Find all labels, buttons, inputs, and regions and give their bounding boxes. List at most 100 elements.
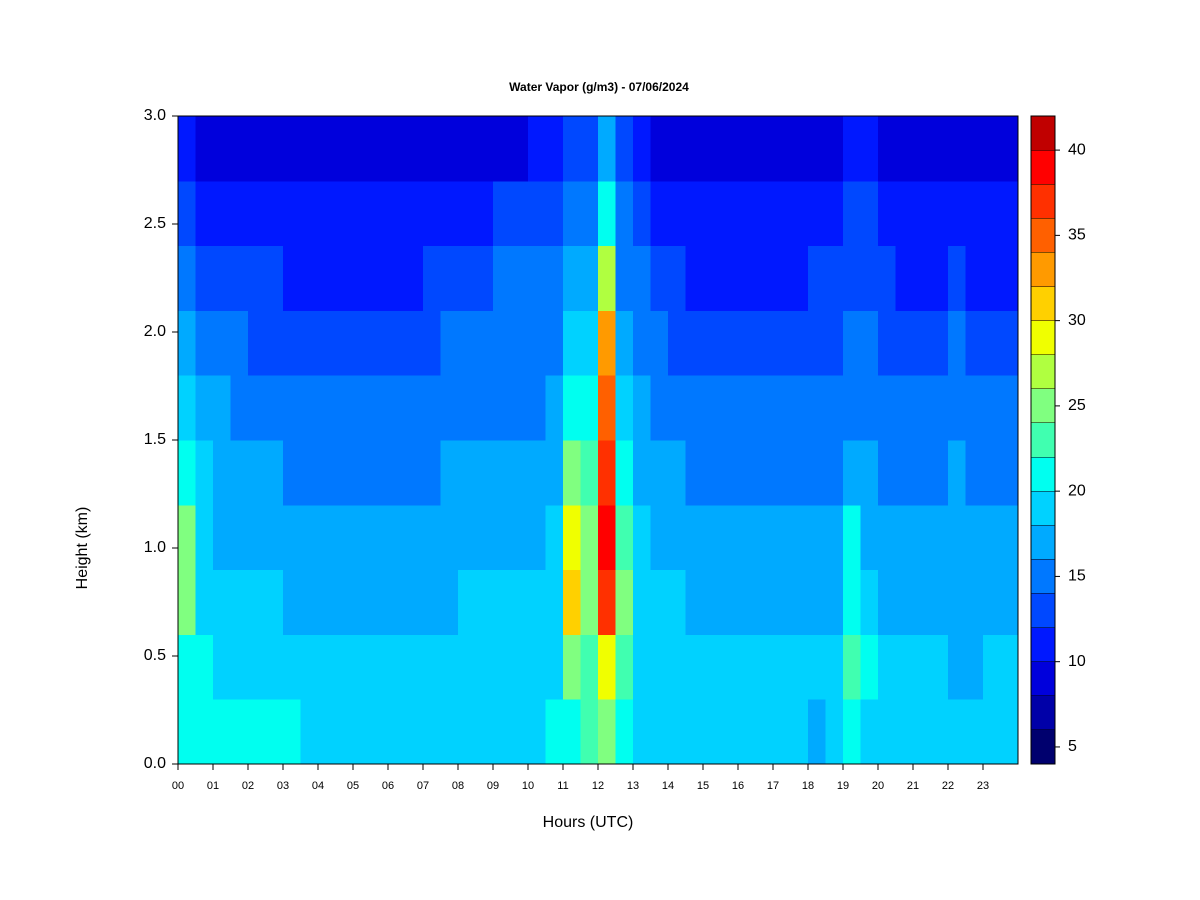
heatmap-cell bbox=[283, 634, 301, 700]
heatmap-cell bbox=[353, 375, 371, 441]
heatmap-cell bbox=[423, 699, 441, 765]
heatmap-cell bbox=[773, 375, 791, 441]
heatmap-cell bbox=[300, 310, 319, 376]
heatmap-cell bbox=[860, 504, 879, 571]
heatmap-cell bbox=[370, 440, 389, 506]
heatmap-cell bbox=[248, 245, 266, 311]
colorbar-band bbox=[1030, 252, 1056, 287]
heatmap-cell bbox=[440, 440, 459, 506]
heatmap-cell bbox=[965, 634, 984, 700]
y-tick-label: 0.5 bbox=[144, 647, 166, 664]
x-tick-label: 18 bbox=[802, 780, 814, 792]
heatmap-cell bbox=[545, 375, 564, 441]
x-tick-label: 12 bbox=[592, 780, 604, 792]
heatmap-cell bbox=[195, 245, 214, 311]
heatmap-cell bbox=[195, 440, 214, 506]
heatmap-cell bbox=[580, 180, 599, 247]
heatmap-cell bbox=[1000, 180, 1019, 247]
heatmap-cell bbox=[213, 569, 231, 635]
heatmap-cell bbox=[423, 116, 441, 182]
heatmap-cell bbox=[738, 180, 756, 247]
colorbar-band bbox=[1030, 695, 1056, 731]
heatmap-cell bbox=[370, 310, 389, 376]
heatmap-cell bbox=[860, 375, 879, 441]
heatmap-cell bbox=[895, 375, 914, 441]
heatmap-cell bbox=[755, 310, 774, 376]
x-tick-label: 22 bbox=[942, 780, 954, 792]
heatmap-cell bbox=[1000, 699, 1019, 765]
colorbar-band bbox=[1030, 525, 1056, 560]
heatmap-cell bbox=[738, 116, 756, 182]
colorbar-band bbox=[1030, 149, 1056, 185]
heatmap-cell bbox=[755, 245, 774, 311]
heatmap-cell bbox=[948, 440, 966, 506]
heatmap-cell bbox=[703, 699, 721, 765]
heatmap-cell bbox=[335, 504, 354, 571]
heatmap-cell bbox=[493, 245, 511, 311]
heatmap-cell bbox=[808, 440, 826, 506]
heatmap-cell bbox=[248, 504, 266, 571]
x-tick-label: 23 bbox=[977, 780, 989, 792]
x-tick-label: 00 bbox=[172, 780, 184, 792]
heatmap-cell bbox=[563, 569, 581, 635]
heatmap-cell bbox=[528, 634, 546, 700]
heatmap-cell bbox=[580, 245, 599, 311]
heatmap-cell bbox=[843, 504, 861, 571]
colorbar-band bbox=[1030, 115, 1056, 151]
heatmap-cell bbox=[685, 375, 704, 441]
heatmap-cell bbox=[423, 375, 441, 441]
heatmap-cell bbox=[598, 375, 616, 441]
heatmap-cell bbox=[475, 504, 494, 571]
heatmap-cell bbox=[475, 245, 494, 311]
heatmap-cell bbox=[948, 180, 966, 247]
heatmap-cell bbox=[493, 310, 511, 376]
heatmap-cell bbox=[790, 310, 809, 376]
heatmap-cell bbox=[230, 310, 249, 376]
heatmap-cell bbox=[440, 310, 459, 376]
heatmap-cell bbox=[965, 310, 984, 376]
heatmap-cell bbox=[668, 634, 686, 700]
heatmap-cell bbox=[440, 504, 459, 571]
heatmap-cell bbox=[475, 310, 494, 376]
heatmap-cell bbox=[598, 634, 616, 700]
heatmap-cell bbox=[720, 569, 739, 635]
heatmap-cell bbox=[598, 569, 616, 635]
heatmap-cell bbox=[423, 634, 441, 700]
heatmap-cell bbox=[703, 180, 721, 247]
heatmap-cell bbox=[528, 504, 546, 571]
heatmap-cell bbox=[510, 569, 529, 635]
heatmap-cell bbox=[825, 310, 844, 376]
x-tick-label: 13 bbox=[627, 780, 639, 792]
heatmap-cell bbox=[650, 699, 669, 765]
heatmap-cell bbox=[545, 699, 564, 765]
heatmap-cell bbox=[930, 440, 949, 506]
heatmap-cell bbox=[825, 245, 844, 311]
heatmap-cell bbox=[283, 699, 301, 765]
colorbar-tick-label: 35 bbox=[1068, 227, 1086, 244]
heatmap-cell bbox=[948, 375, 966, 441]
heatmap-cell bbox=[405, 569, 424, 635]
heatmap-cell bbox=[458, 634, 476, 700]
heatmap-cell bbox=[668, 569, 686, 635]
heatmap-cell bbox=[703, 504, 721, 571]
heatmap-cell bbox=[965, 116, 984, 182]
heatmap-cell bbox=[843, 569, 861, 635]
x-tick-label: 14 bbox=[662, 780, 674, 792]
heatmap-cell bbox=[703, 116, 721, 182]
heatmap-cell bbox=[265, 569, 284, 635]
heatmap-cell bbox=[878, 504, 896, 571]
heatmap-cell bbox=[300, 634, 319, 700]
heatmap-cell bbox=[668, 699, 686, 765]
heatmap-cell bbox=[650, 116, 669, 182]
heatmap-cell bbox=[283, 440, 301, 506]
heatmap-cell bbox=[370, 180, 389, 247]
heatmap-cell bbox=[230, 375, 249, 441]
heatmap-cell bbox=[248, 375, 266, 441]
heatmap-cell bbox=[598, 116, 616, 182]
heatmap-cell bbox=[335, 310, 354, 376]
heatmap-cell bbox=[213, 634, 231, 700]
heatmap-cell bbox=[895, 245, 914, 311]
heatmap-cell bbox=[668, 375, 686, 441]
heatmap-cell bbox=[388, 180, 406, 247]
